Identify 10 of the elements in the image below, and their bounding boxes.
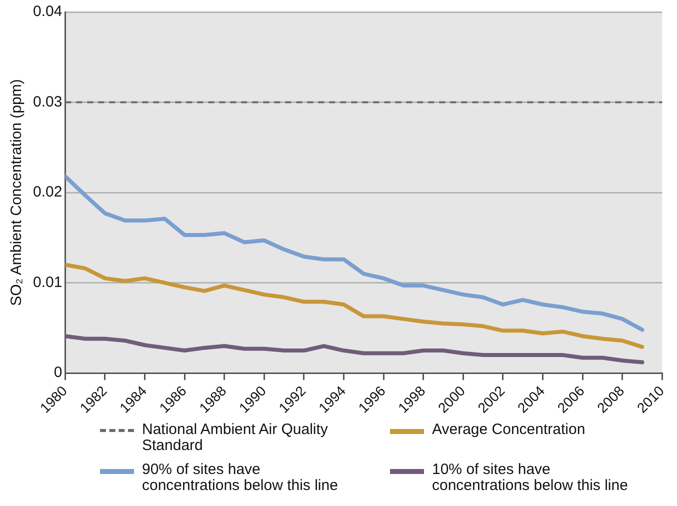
legend-label: National Ambient Air Quality Standard (142, 421, 329, 454)
y-axis-title: SO₂ Ambient Concentration (ppm) (8, 79, 26, 306)
y-tick-label: 0.01 (32, 274, 62, 291)
y-tick-label: 0.03 (32, 93, 62, 110)
y-tick-label: 0 (54, 364, 62, 382)
y-tick-label: 0.04 (32, 3, 62, 20)
y-tick-label: 0.02 (32, 184, 62, 201)
legend-label: Average Concentration (432, 421, 586, 438)
legend-label: 10% of sites have concentrations below this line (432, 461, 629, 494)
legend-label: 90% of sites have concentrations below this line (142, 461, 339, 494)
